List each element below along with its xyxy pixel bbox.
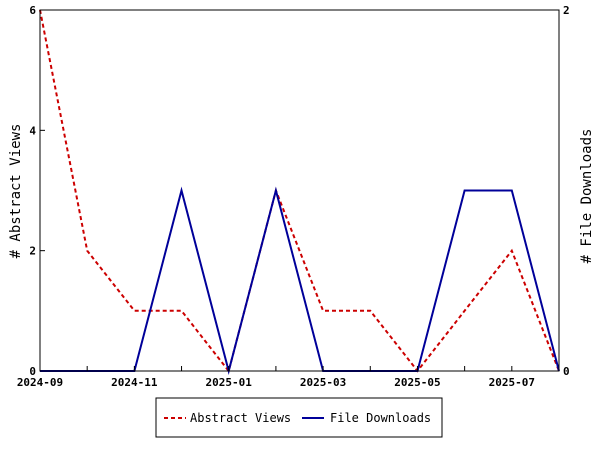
legend-box: [155, 397, 443, 438]
x-tick-label: 2025-05: [394, 376, 440, 389]
x-tick-label: 2024-09: [17, 376, 63, 389]
y-axis-title-left: # Abstract Views: [8, 124, 24, 259]
legend-label-abstract-views: Abstract Views: [190, 411, 291, 425]
series-layer: [39, 9, 560, 375]
ticks-layer: 2024-09 2024-11 2025-01 2025-03 2025-05 2025-…: [17, 4, 570, 389]
y-tick-label-left: 0: [29, 365, 36, 378]
legend-label-file-downloads: File Downloads: [330, 411, 431, 425]
legend: Abstract Views File Downloads: [155, 397, 443, 438]
plot-frame: [39, 9, 560, 372]
x-tick-label: 2025-01: [206, 376, 253, 389]
y-tick-label-right: 0: [563, 365, 570, 378]
x-tick-label: 2024-11: [111, 376, 158, 389]
x-tick-label: 2025-03: [300, 376, 346, 389]
y-tick-label-left: 4: [29, 124, 36, 137]
y-tick-label-left: 6: [29, 4, 36, 17]
y-tick-label-left: 2: [29, 245, 36, 258]
x-tick-label: 2025-07: [489, 376, 535, 389]
series-line-file-downloads: [40, 186, 560, 375]
series-line-abstract-views: [39, 9, 560, 374]
y-tick-label-right: 2: [563, 4, 570, 17]
y-axis-title-right: # File Downloads: [579, 129, 595, 264]
